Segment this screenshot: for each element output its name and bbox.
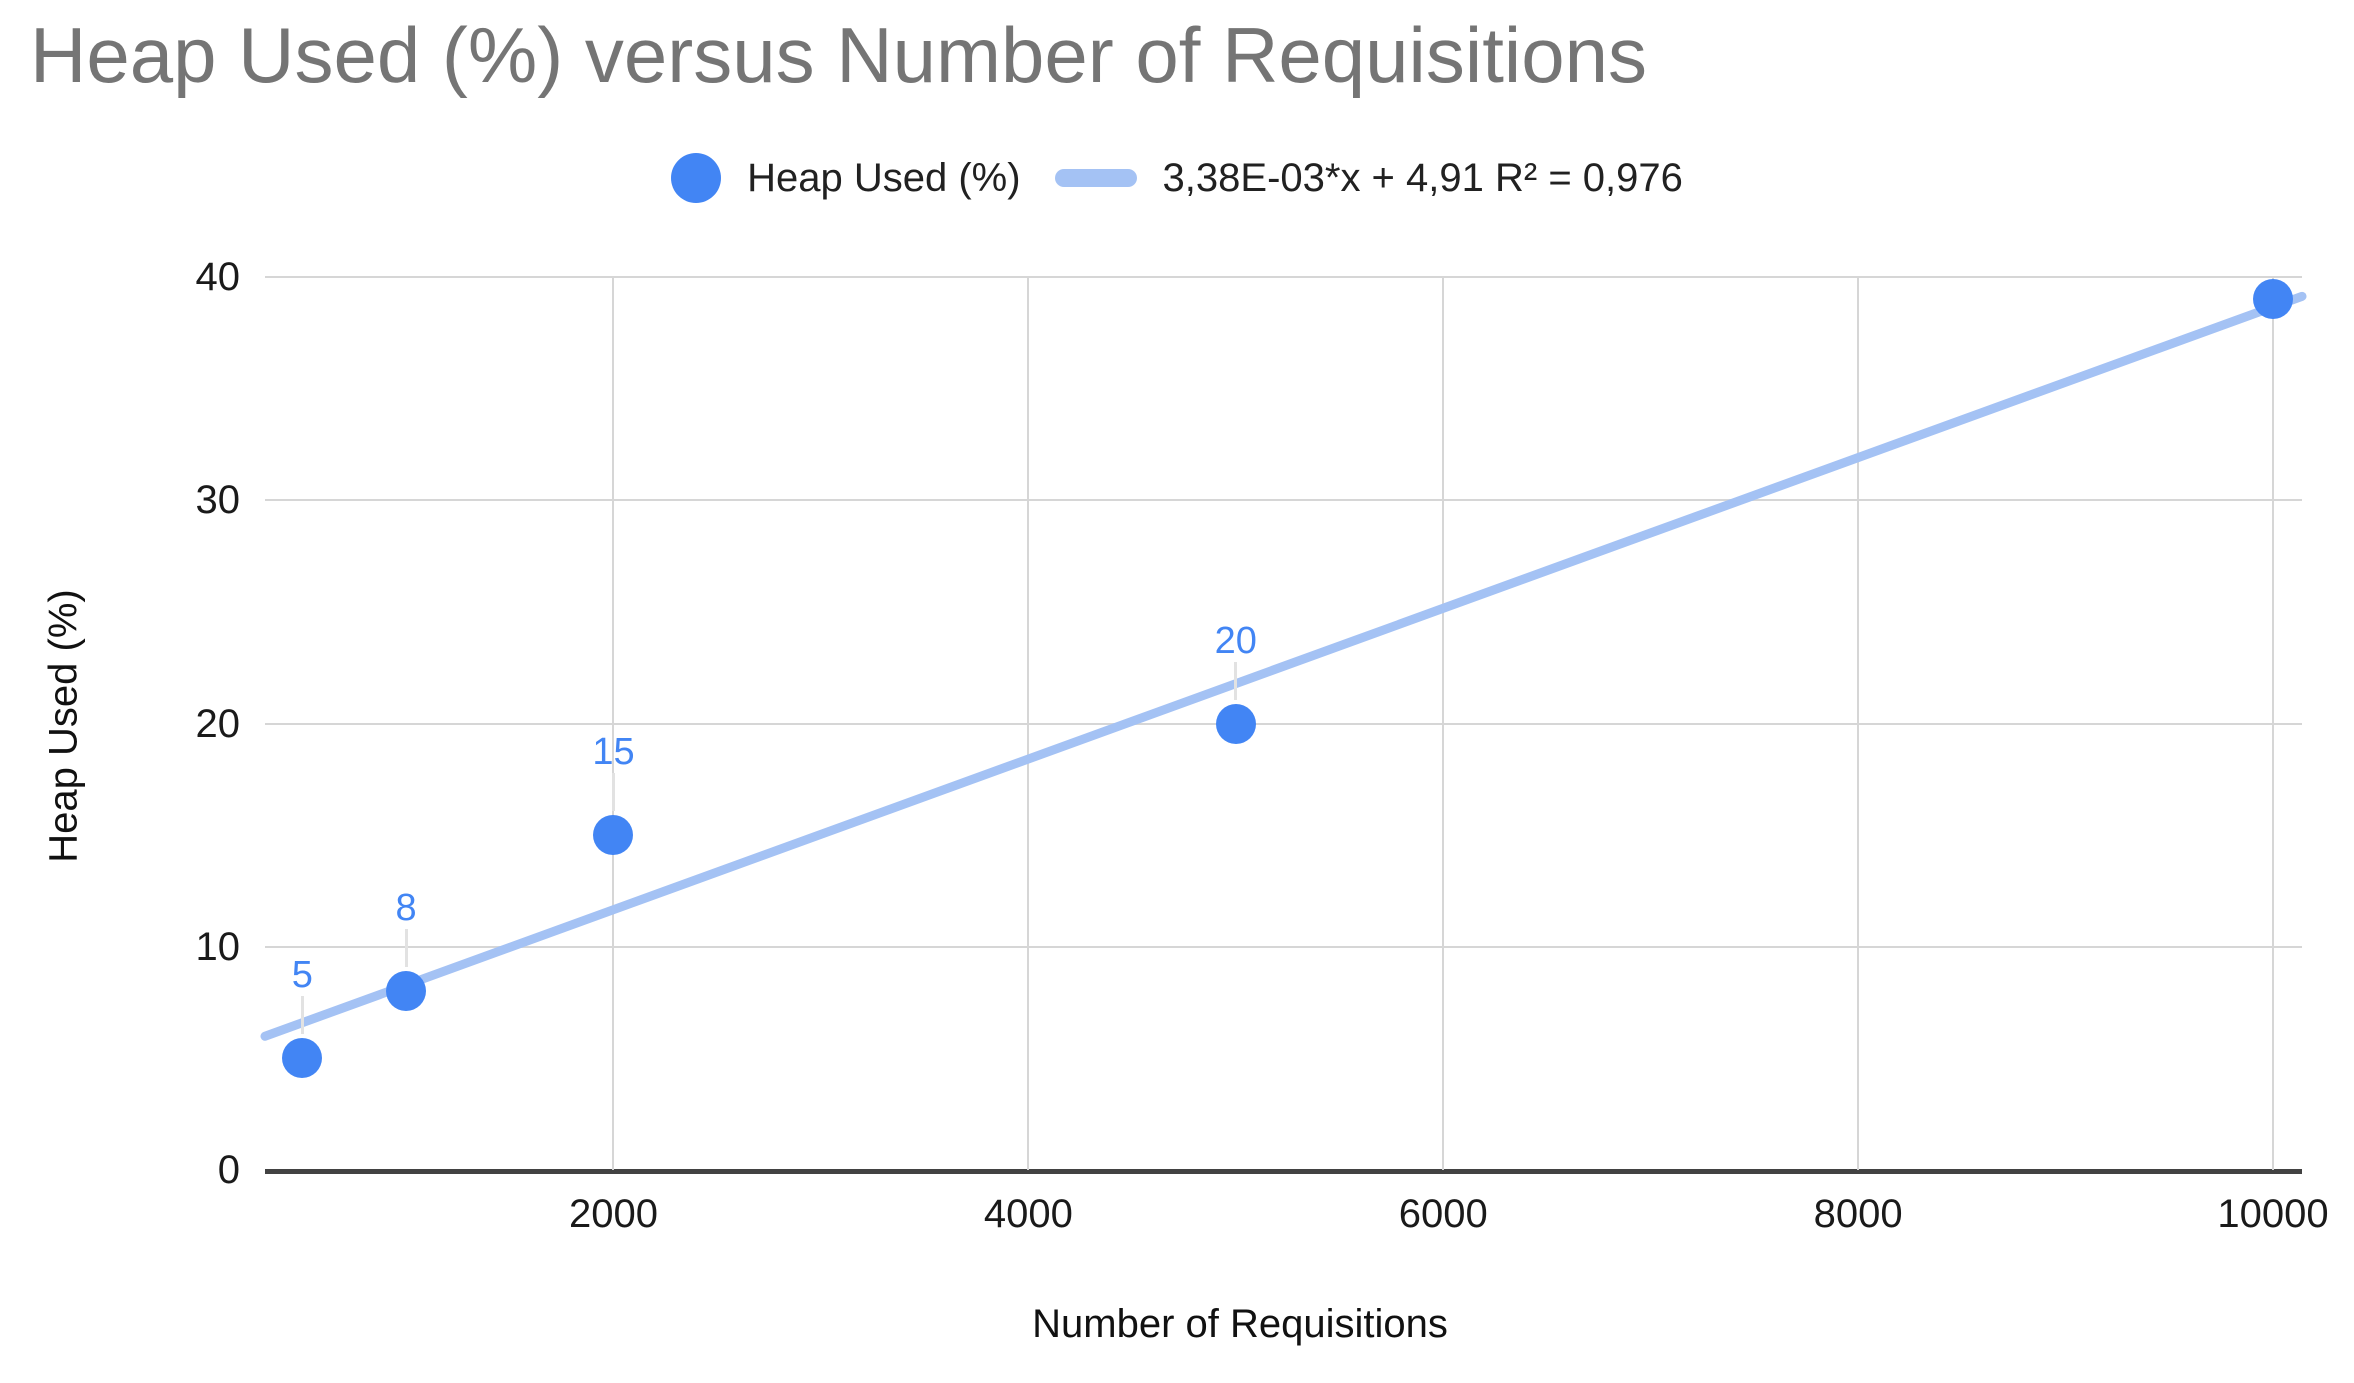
data-point-label: 5 — [291, 954, 313, 997]
y-gridline — [265, 945, 2302, 948]
data-point — [593, 815, 634, 856]
chart-title: Heap Used (%) versus Number of Requisiti… — [30, 11, 1647, 99]
x-tick-label: 8000 — [1813, 1192, 1903, 1236]
x-axis-title: Number of Requisitions — [1032, 1302, 1448, 1346]
data-point — [282, 1038, 323, 1079]
label-leader-line — [1234, 661, 1238, 700]
legend-trendline-label: 3,38E-03*x + 4,91 R² = 0,976 — [1162, 155, 1683, 200]
y-gridline — [265, 722, 2302, 725]
y-tick-label: 10 — [195, 924, 241, 969]
legend-series-label: Heap Used (%) — [747, 155, 1021, 200]
x-gridline — [612, 277, 615, 1170]
x-tick-label: 10000 — [2217, 1192, 2329, 1236]
legend-item-trendline: 3,38E-03*x + 4,91 R² = 0,976 — [1054, 155, 1683, 201]
x-tick-label: 2000 — [568, 1192, 658, 1236]
y-gridline — [265, 276, 2302, 278]
x-gridline — [1027, 277, 1030, 1170]
series-marker-icon — [671, 153, 722, 203]
label-leader-line — [611, 773, 615, 812]
x-tick-label: 6000 — [1398, 1192, 1488, 1236]
label-leader-line — [404, 929, 408, 968]
x-gridline — [1442, 277, 1445, 1170]
x-axis-baseline — [265, 1169, 2302, 1174]
x-gridline — [2271, 277, 2274, 1170]
y-tick-label: 0 — [217, 1148, 240, 1192]
x-tick-label: 4000 — [983, 1192, 1073, 1236]
legend-item-series: Heap Used (%) — [671, 153, 1021, 203]
y-gridline — [265, 499, 2302, 502]
x-gridline — [1857, 277, 1860, 1170]
data-point-label: 8 — [395, 887, 417, 930]
legend: Heap Used (%) 3,38E-03*x + 4,91 R² = 0,9… — [0, 148, 2354, 208]
y-tick-label: 20 — [195, 701, 241, 746]
data-point — [2252, 279, 2293, 320]
data-point — [1215, 703, 1256, 744]
y-tick-label: 30 — [195, 478, 241, 523]
trendline-swatch-icon — [1054, 169, 1137, 187]
data-point — [386, 971, 427, 1012]
label-leader-line — [300, 996, 304, 1035]
data-point-label: 15 — [592, 731, 635, 774]
data-point-label: 20 — [1214, 619, 1257, 662]
y-tick-label: 40 — [195, 255, 241, 299]
trendline-segment — [260, 291, 2307, 1041]
